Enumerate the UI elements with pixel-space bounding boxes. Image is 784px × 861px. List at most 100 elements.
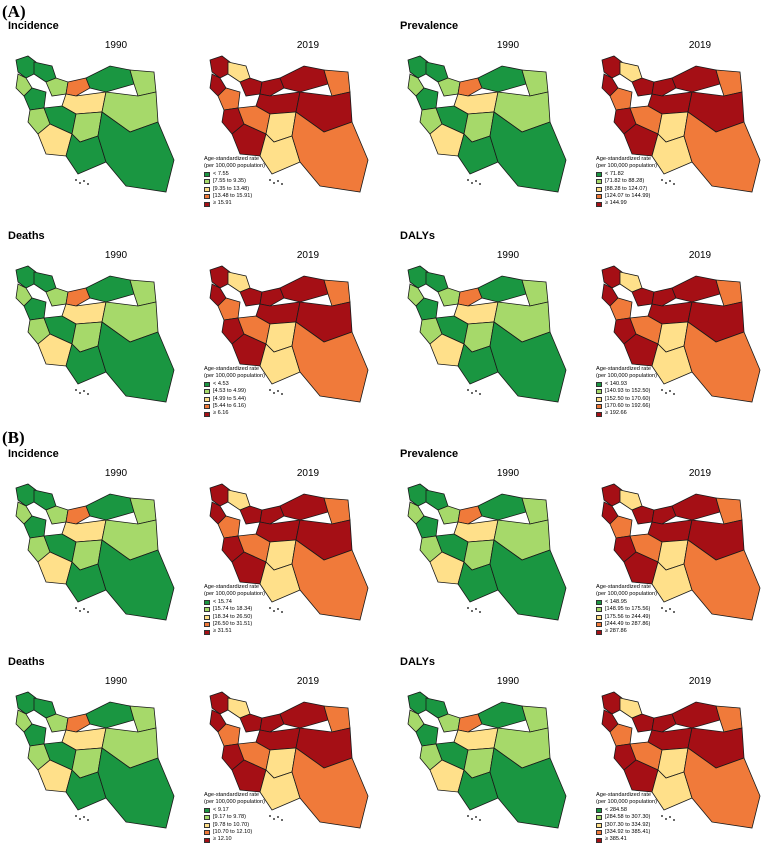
legend-item: < 140.93 [596,381,657,388]
map-early [398,262,576,412]
legend-label: < 71.82 [605,170,624,177]
year-label-right: 2019 [296,250,320,261]
province-region [489,747,567,829]
choropleth-map-svg [15,691,175,829]
island-dot [661,389,663,391]
province-region [715,705,743,733]
map-panel: Prevalence 1990 2019 Age-standardized rate(… [392,20,777,225]
island-dot [75,815,77,817]
legend-label: [9.35 to 13.48) [213,185,250,192]
legend-item: [10.70 to 12.10) [204,829,265,836]
legend-swatch [596,186,602,192]
legend-label: ≥ 6.16 [213,410,229,417]
panel-title: Incidence [8,448,59,460]
province-region [129,497,157,525]
province-region [23,723,47,747]
province-region [457,287,483,307]
province-region [651,505,677,525]
island-dot [673,393,675,395]
province-region [651,713,677,733]
island-dot [83,608,85,610]
legend-label: ≥ 31.51 [213,628,232,635]
legend-swatch [204,822,210,828]
legend-item: [4.99 to 5.44) [204,396,265,403]
legend: Age-standardized rate (per 100,000 popula… [204,584,265,636]
legend-label: [10.70 to 12.10) [213,829,253,836]
legend-swatch [204,201,210,207]
legend-swatch [596,194,602,200]
legend-label: [244.49 to 287.86) [605,621,651,628]
province-region [65,77,91,97]
legend-label: < 140.93 [605,380,627,387]
island-dot [273,392,275,394]
province-region [631,287,655,307]
legend-swatch [596,837,602,843]
legend-label: [124.07 to 144.99) [605,193,651,200]
legend-swatch [596,411,602,417]
choropleth-map-svg [209,483,369,621]
island-dot [83,390,85,392]
map-panel: Prevalence 1990 2019 Age-standardized rate(… [392,448,777,653]
province-region [129,279,157,307]
legend-swatch [204,808,210,814]
legend: Age-standardized rate (per 100,000 popula… [596,792,657,844]
legend-swatch [204,600,210,606]
legend-item: [88.28 to 124.07) [596,186,657,193]
map-late [592,688,770,838]
province-region [259,505,285,525]
island-dot [281,183,283,185]
legend-swatch [596,404,602,410]
province-region [65,287,91,307]
legend-item: [18.34 to 26.50) [204,614,265,621]
map-late [200,480,378,630]
province-region [45,505,69,525]
legend-label: [71.82 to 88.28) [605,178,645,185]
legend-swatch [204,614,210,620]
legend-swatch [596,622,602,628]
province-region [609,87,633,111]
choropleth-map-svg [407,483,567,621]
island-dot [471,182,473,184]
province-region [477,275,527,303]
island-dot [475,180,477,182]
province-region [65,505,91,525]
island-dot [273,182,275,184]
province-region [291,747,369,829]
island-dot [87,183,89,185]
province-region [521,69,549,97]
province-region [715,69,743,97]
province-region [217,515,241,539]
island-dot [661,607,663,609]
province-region [85,493,135,521]
choropleth-map-svg [407,265,567,403]
choropleth-map-svg [601,691,761,829]
province-region [239,505,263,525]
island-dot [665,818,667,820]
legend-title: Age-standardized rate [204,366,260,372]
legend-label: [13.48 to 15.91) [213,193,253,200]
legend-subtitle: (per 100,000 population) [596,163,657,170]
legend-swatch [204,186,210,192]
island-dot [269,815,271,817]
province-region [437,77,461,97]
province-region [129,69,157,97]
province-region [129,705,157,733]
province-region [259,713,285,733]
island-dot [673,611,675,613]
province-region [279,493,329,521]
legend-label: [88.28 to 124.07) [605,185,648,192]
island-dot [471,610,473,612]
island-dot [673,819,675,821]
province-region [97,321,175,403]
island-dot [79,182,81,184]
province-region [23,515,47,539]
legend-item: < 284.58 [596,807,657,814]
legend-swatch [596,607,602,613]
island-dot [669,390,671,392]
province-region [217,297,241,321]
island-dot [269,389,271,391]
legend-swatch [596,815,602,821]
legend-item: [9.17 to 9.78) [204,814,265,821]
legend-label: [175.56 to 244.49) [605,613,651,620]
province-region [291,111,369,193]
